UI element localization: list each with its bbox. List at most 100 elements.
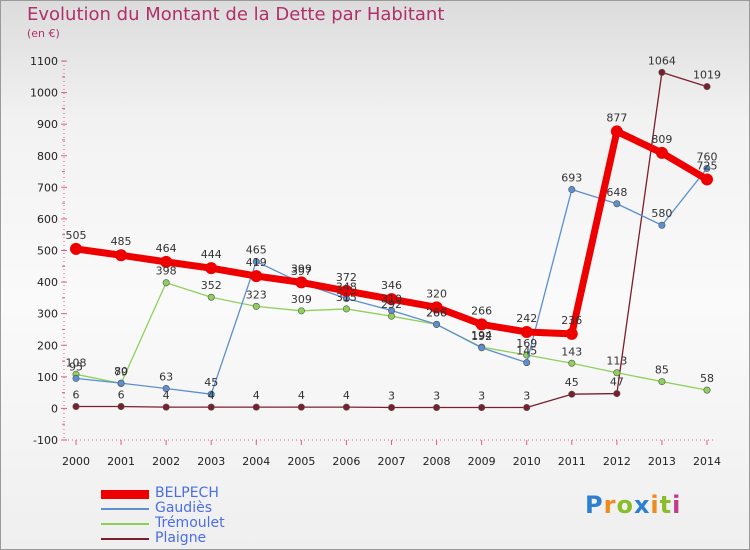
x-tick-label: 2013 [648, 455, 676, 468]
data-point [478, 344, 486, 352]
data-label: 760 [697, 150, 718, 163]
x-tick-label: 2003 [197, 455, 225, 468]
data-label: 145 [516, 345, 537, 358]
data-point [252, 258, 260, 266]
data-label: 108 [66, 356, 87, 369]
data-label: 505 [66, 229, 87, 242]
data-label: 309 [291, 293, 312, 306]
data-label: 315 [336, 291, 357, 304]
legend-label: Gaudiès [155, 500, 212, 516]
data-point [117, 379, 125, 387]
data-label: 4 [298, 389, 305, 402]
y-tick-label: 600 [37, 213, 58, 226]
logo-letter: o [616, 491, 634, 519]
data-label: 4 [253, 389, 260, 402]
y-tick-label: 200 [37, 339, 58, 352]
data-label: 4 [343, 389, 350, 402]
data-point [250, 270, 263, 283]
y-tick-label: 1000 [30, 87, 58, 100]
data-point [568, 359, 576, 367]
y-tick-label: 900 [37, 118, 58, 131]
data-label: 242 [516, 312, 537, 325]
data-point [613, 200, 621, 208]
data-point [703, 164, 711, 172]
data-point [658, 221, 666, 229]
data-label: 485 [111, 235, 132, 248]
data-point [613, 369, 621, 377]
data-point [613, 390, 621, 398]
legend-swatch [101, 523, 149, 525]
data-label: 194 [471, 329, 492, 342]
data-point [568, 390, 576, 398]
logo-letter: P [585, 491, 604, 519]
data-point [342, 403, 350, 411]
y-tick-label: -100 [33, 434, 58, 447]
data-label: 3 [433, 389, 440, 402]
y-tick-label: 0 [51, 402, 58, 415]
data-label: 3 [523, 389, 530, 402]
y-tick-label: 1100 [30, 55, 58, 68]
data-label: 310 [381, 293, 402, 306]
y-tick-label: 700 [37, 181, 58, 194]
logo-letter: i [650, 491, 660, 519]
x-tick-label: 2000 [62, 455, 90, 468]
data-point [520, 325, 533, 338]
x-tick-label: 2014 [693, 455, 721, 468]
data-label: 1064 [648, 54, 676, 67]
data-point [72, 374, 80, 382]
data-label: 266 [426, 306, 447, 319]
data-point [160, 255, 173, 268]
legend-label: Plaigne [155, 530, 207, 546]
data-label: 95 [69, 360, 83, 373]
data-label: 266 [426, 306, 447, 319]
data-point [610, 125, 623, 138]
x-tick-label: 2007 [378, 455, 406, 468]
data-point [387, 403, 395, 411]
data-label: 648 [606, 186, 627, 199]
x-tick-label: 2004 [242, 455, 270, 468]
data-point [342, 305, 350, 313]
y-tick-label: 800 [37, 150, 58, 163]
data-point [701, 173, 713, 186]
data-point [162, 385, 170, 393]
data-point [207, 390, 215, 398]
legend-swatch [101, 508, 149, 510]
x-tick-label: 2009 [468, 455, 496, 468]
x-tick-label: 2011 [558, 455, 586, 468]
data-label: 292 [381, 298, 402, 311]
data-point [297, 403, 305, 411]
x-tick-label: 2005 [287, 455, 315, 468]
data-label: 6 [73, 389, 80, 402]
data-point [430, 301, 443, 314]
data-point [207, 403, 215, 411]
data-label: 4 [208, 389, 215, 402]
data-label: 266 [471, 304, 492, 317]
data-label: 3 [388, 389, 395, 402]
data-label: 85 [655, 364, 669, 377]
data-label: 346 [381, 279, 402, 292]
data-point [162, 403, 170, 411]
data-point [252, 302, 260, 310]
data-point [295, 276, 308, 289]
data-label: 169 [516, 337, 537, 350]
data-point [658, 378, 666, 386]
data-label: 465 [246, 244, 267, 257]
data-label: 397 [291, 265, 312, 278]
data-label: 323 [246, 288, 267, 301]
data-label: 725 [697, 159, 718, 172]
legend-label: BELPECH [155, 485, 219, 501]
x-tick-label: 2012 [603, 455, 631, 468]
data-label: 444 [201, 248, 222, 261]
data-point [385, 293, 398, 306]
data-point [655, 146, 668, 159]
axes: -100 0 100 200 300 400 500 600 700 800 900 1000 1100… [30, 55, 721, 468]
y-tick-label: 500 [37, 245, 58, 258]
logo-letter: i [672, 491, 682, 519]
data-label: 1019 [693, 69, 721, 82]
data-label: 79 [114, 365, 128, 378]
legend-item-gaudiès: Gaudiès [101, 500, 301, 516]
legend-item-trémoulet: Trémoulet [101, 515, 301, 531]
data-point [205, 262, 218, 275]
